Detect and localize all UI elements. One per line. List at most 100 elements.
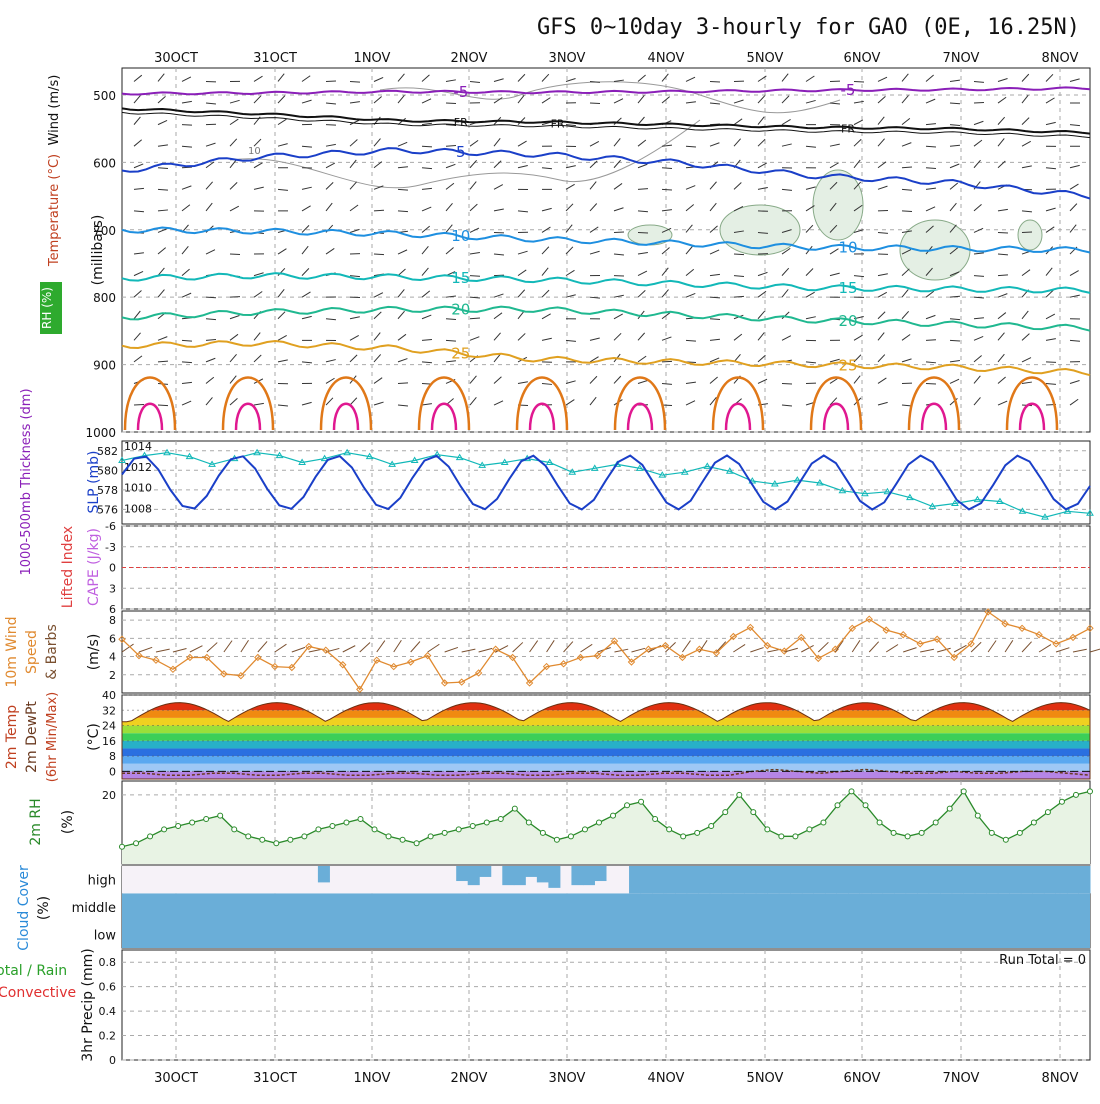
temp-bands: [122, 695, 1090, 779]
wind-barb: [998, 117, 1005, 124]
wind-barb: [518, 74, 525, 81]
wind-barb: [734, 296, 744, 297]
wind-barb: [830, 273, 840, 275]
surface-isotherm-arch: [432, 404, 456, 430]
wind-barb: [254, 96, 261, 103]
wind-barb: [662, 210, 672, 211]
rh-point: [1073, 792, 1078, 797]
wind-barb: [278, 289, 284, 297]
wind-barb: [686, 186, 695, 190]
rh-tick-label: 20: [102, 789, 116, 802]
wind-barb: [974, 376, 980, 384]
lifted-index-tick-label: 0: [109, 562, 116, 575]
wind-barb: [1022, 382, 1032, 383]
date-label-bottom: 2NOV: [451, 1071, 488, 1086]
cloud-cover-bar: [479, 866, 491, 877]
wind-barb: [998, 401, 1007, 405]
wind-barb: [758, 96, 765, 103]
wind-barb: [446, 164, 455, 167]
wind-barb: [734, 276, 744, 277]
wind-barb: [1022, 642, 1031, 652]
wind-barb: [374, 210, 384, 211]
wind-barb: [1022, 166, 1032, 168]
wind-barb: [590, 397, 596, 405]
wind-barb: [206, 182, 213, 189]
rh-point: [1017, 830, 1022, 835]
slp-line: [122, 456, 1090, 510]
wind-barb: [470, 140, 478, 146]
wind-barb: [326, 203, 332, 211]
rh-point: [456, 827, 461, 832]
wind-barb: [950, 125, 960, 126]
wind-barb: [902, 269, 909, 276]
wind-barb: [326, 103, 336, 104]
rh-point: [667, 827, 672, 832]
wind-barb: [902, 335, 910, 341]
wind-barb: [190, 646, 203, 652]
wind-barb: [1046, 208, 1056, 211]
wind-barb: [470, 276, 480, 277]
wind-barb: [206, 319, 216, 320]
wind-barb: [547, 640, 555, 652]
wind-barb: [158, 248, 166, 254]
wind-barb: [1070, 165, 1080, 167]
cloud-cover-bar: [698, 866, 710, 893]
wind-barb: [398, 189, 408, 190]
wind-barb: [207, 643, 217, 652]
cloud-cover-bar: [1021, 866, 1033, 893]
temp-tick-label: 32: [102, 704, 116, 717]
rh2m-unit: (%): [60, 810, 76, 834]
date-label-top: 2NOV: [451, 51, 488, 66]
wind-barb: [854, 160, 860, 168]
wind-barb: [1070, 79, 1080, 82]
wind-barb: [302, 316, 312, 318]
wind-barb: [638, 271, 647, 276]
wind-barb: [662, 189, 672, 190]
wind-barb: [1022, 95, 1028, 103]
wind-barb: [1022, 311, 1028, 319]
rh-shading-area: [1018, 220, 1042, 250]
wind-barb: [1022, 270, 1030, 276]
rh-point: [653, 817, 658, 822]
rh-point: [414, 841, 419, 846]
wind-barb: [806, 187, 816, 189]
wind-barb: [139, 647, 152, 652]
wind-barb: [758, 187, 768, 189]
surface-isotherm-arch: [628, 404, 652, 430]
wind-barb: [998, 138, 1004, 146]
rh-point: [498, 817, 503, 822]
wind10-title-line2: Speed: [24, 630, 40, 674]
cloud-cover-middle-low: [122, 893, 1090, 948]
rh-point: [330, 823, 335, 828]
wind-barb: [782, 189, 792, 190]
wind-barb: [710, 274, 720, 275]
wind-barb: [926, 207, 935, 211]
wind-barb: [974, 121, 983, 124]
wind-barb: [350, 335, 359, 340]
wind-barb: [926, 168, 936, 169]
isotherm-line: [122, 307, 1090, 331]
wind-barb: [182, 205, 190, 211]
wind-barb: [134, 95, 140, 103]
rh-point: [372, 827, 377, 832]
wind-barb: [278, 96, 285, 103]
date-label-top: 1NOV: [354, 51, 391, 66]
wind-barb: [902, 143, 911, 147]
wind-barb: [1046, 314, 1055, 319]
wind-barb: [134, 75, 142, 81]
wind-barb: [974, 228, 983, 232]
temp-tick-label: 40: [102, 689, 116, 702]
wind-barb: [878, 139, 885, 147]
wind-barb: [974, 81, 984, 82]
wind-barb: [782, 336, 791, 341]
wind-barb: [494, 254, 504, 255]
wind-barb: [278, 119, 286, 124]
wind-barb: [494, 333, 501, 341]
wind-barb: [926, 99, 935, 103]
wind-barb: [350, 355, 357, 362]
wind-barb: [542, 268, 548, 276]
wind-barb: [422, 339, 432, 340]
isotherm-line: [122, 341, 1090, 375]
slp-tick-label: 1014: [124, 440, 152, 453]
wind-barb: [422, 291, 430, 297]
